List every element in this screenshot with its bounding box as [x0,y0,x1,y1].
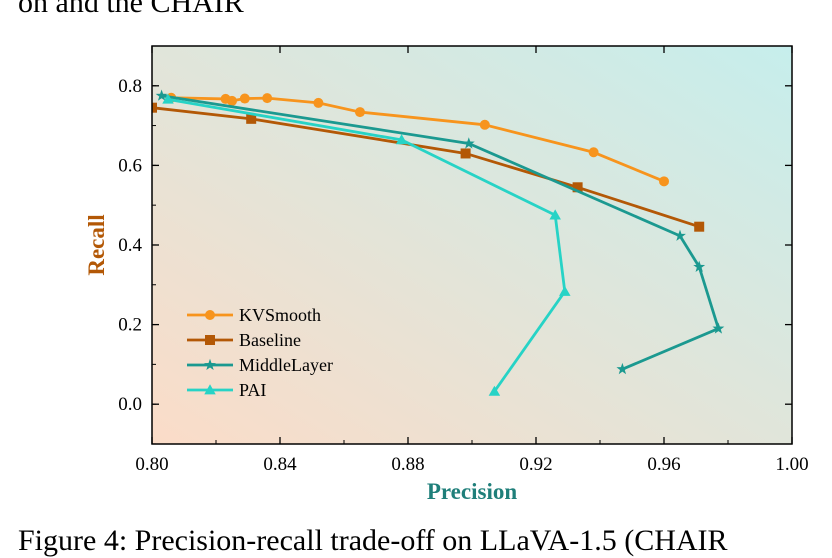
plot-frame [151,45,793,445]
data-point-square [460,148,471,159]
legend-label: Baseline [239,330,301,350]
data-point-square [572,182,583,193]
data-point-star [712,322,725,334]
data-point-circle [355,107,365,118]
data-point-triangle [204,384,216,395]
data-point-triangle [549,209,561,220]
legend-label: PAI [239,380,266,400]
x-tick-label: 0.88 [391,454,424,475]
y-tick-label: 0.8 [118,76,142,97]
data-point-square [246,113,257,124]
y-tick-label: 0.6 [118,155,142,176]
data-point-square [694,221,705,232]
data-point-triangle [488,385,501,396]
legend-item-kvsmooth: KVSmooth [187,305,321,325]
x-tick-label: 0.84 [263,454,297,475]
data-point-circle [659,176,669,187]
legend-label: KVSmooth [239,305,321,325]
x-tick-label: 0.80 [135,454,168,475]
x-tick-label: 1.00 [775,454,808,475]
y-axis-title: Recall [84,214,109,275]
legend-item-pai: PAI [187,380,266,400]
data-point-circle [227,95,237,106]
body-text-fragment: on and the CHAIR [18,0,244,19]
data-point-star [674,229,686,241]
data-point-triangle [162,93,174,104]
data-point-circle [239,93,250,104]
data-point-star [204,358,216,371]
data-point-square [152,102,157,113]
x-axis-title: Precision [427,479,517,504]
legend-label: MiddleLayer [239,355,333,375]
data-point-star [462,137,475,149]
legend: KVSmooth Baseline MiddleLayer PAI [187,305,333,400]
legend-item-baseline: Baseline [187,330,301,350]
data-point-circle [479,119,490,130]
data-point-circle [313,97,324,108]
figure-caption-fragment: Figure 4: Precision-recall trade-off on … [18,524,728,557]
y-tick-label: 0.0 [118,394,142,415]
legend-item-middlelayer: MiddleLayer [187,355,333,375]
data-point-triangle [395,134,408,145]
y-tick-label: 0.4 [118,235,142,256]
data-point-star [616,362,629,375]
data-point-star [155,89,168,101]
series-line [161,94,720,371]
data-point-circle [588,147,599,158]
x-tick-label: 0.96 [647,454,680,475]
y-tick-label: 0.2 [118,315,142,336]
data-point-triangle [559,285,571,296]
series-layer [152,89,725,396]
data-point-circle [262,93,273,104]
axes: 0.80 0.84 0.88 0.92 0.96 1.00 0.0 0.2 0.4 0.6 0.8 [118,46,809,475]
precision-recall-chart: 0.80 0.84 0.88 0.92 0.96 1.000.00.20.40.60.8 … [84,45,809,504]
series-middlelayer [155,89,725,375]
data-point-square [205,335,215,345]
series-baseline [152,102,705,232]
x-tick-label: 0.92 [519,454,552,475]
data-point-star [693,260,706,272]
data-point-circle [205,310,215,320]
series-pai [162,93,571,396]
